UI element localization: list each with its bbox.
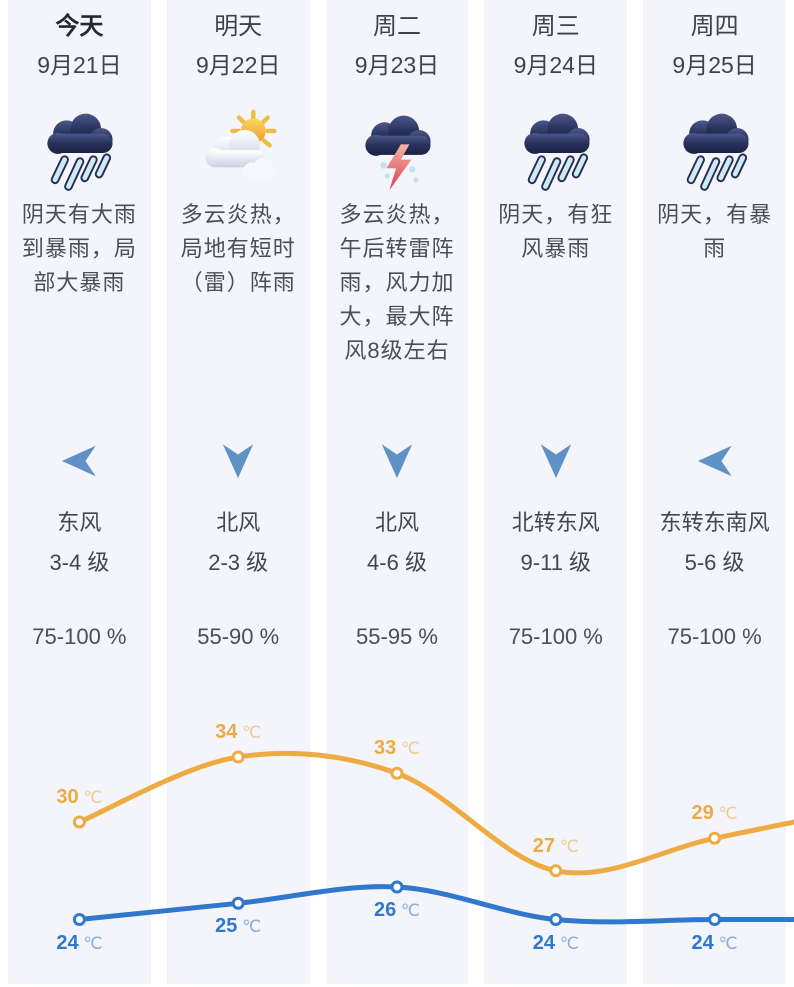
- partly-cloudy-icon: [167, 104, 310, 200]
- wind-arrow-down-icon: [484, 438, 627, 484]
- heavy-rain-icon: [8, 104, 151, 200]
- forecast-column-wednesday[interactable]: 周三 9月24日: [484, 0, 628, 984]
- weather-description: 阴天有大雨到暴雨，局部大暴雨: [21, 202, 137, 295]
- wind-arrow-down-icon: [167, 438, 310, 484]
- day-date: 9月23日: [354, 52, 440, 78]
- humidity-range: 55-95 %: [356, 624, 438, 649]
- wind-arrow-left-icon: [8, 438, 151, 484]
- weather-description: 阴天，有暴雨: [657, 202, 773, 261]
- day-name: 今天: [55, 13, 104, 40]
- forecast-column-today[interactable]: 今天 9月21日: [8, 0, 151, 984]
- wind-level: 3-4 级: [49, 550, 110, 575]
- humidity-range: 75-100 %: [32, 624, 127, 649]
- day-name: 周二: [372, 13, 421, 40]
- day-date: 9月21日: [37, 52, 122, 78]
- humidity-range: 75-100 %: [667, 624, 762, 649]
- forecast-column-thursday[interactable]: 周四 9月25日: [643, 0, 786, 984]
- wind-arrow-down-icon: [326, 438, 469, 484]
- wind-direction: 东转东南风: [659, 510, 770, 535]
- wind-direction: 北风: [216, 510, 261, 535]
- day-date: 9月22日: [196, 52, 281, 78]
- wind-level: 9-11 级: [520, 550, 592, 575]
- heavy-rain-icon: [643, 104, 786, 200]
- forecast-column-tomorrow[interactable]: 明天 9月22日: [166, 0, 310, 984]
- day-date: 9月25日: [672, 52, 757, 78]
- wind-level: 4-6 级: [367, 550, 427, 575]
- heavy-rain-icon: [484, 104, 627, 200]
- wind-level: 5-6 级: [684, 550, 745, 575]
- day-date: 9月24日: [513, 52, 598, 78]
- wind-direction: 东风: [57, 510, 102, 535]
- humidity-range: 55-90 %: [197, 624, 280, 649]
- wind-direction: 北转东风: [511, 510, 600, 535]
- day-name: 明天: [214, 13, 263, 40]
- forecast-column-tuesday[interactable]: 周二 9月23日: [325, 0, 469, 984]
- weather-description: 多云炎热，局地有短时（雷）阵雨: [180, 202, 296, 295]
- humidity-range: 75-100 %: [508, 624, 603, 649]
- wind-level: 2-3 级: [208, 550, 269, 575]
- day-name: 周四: [690, 13, 739, 40]
- weather-description: 多云炎热，午后转雷阵雨，风力加大，最大阵风8级左右: [339, 202, 455, 363]
- wind-arrow-left-icon: [643, 438, 786, 484]
- day-name: 周三: [531, 13, 580, 40]
- thunderstorm-icon: [326, 104, 469, 200]
- wind-direction: 北风: [374, 510, 419, 535]
- weather-description: 阴天，有狂风暴雨: [498, 202, 614, 261]
